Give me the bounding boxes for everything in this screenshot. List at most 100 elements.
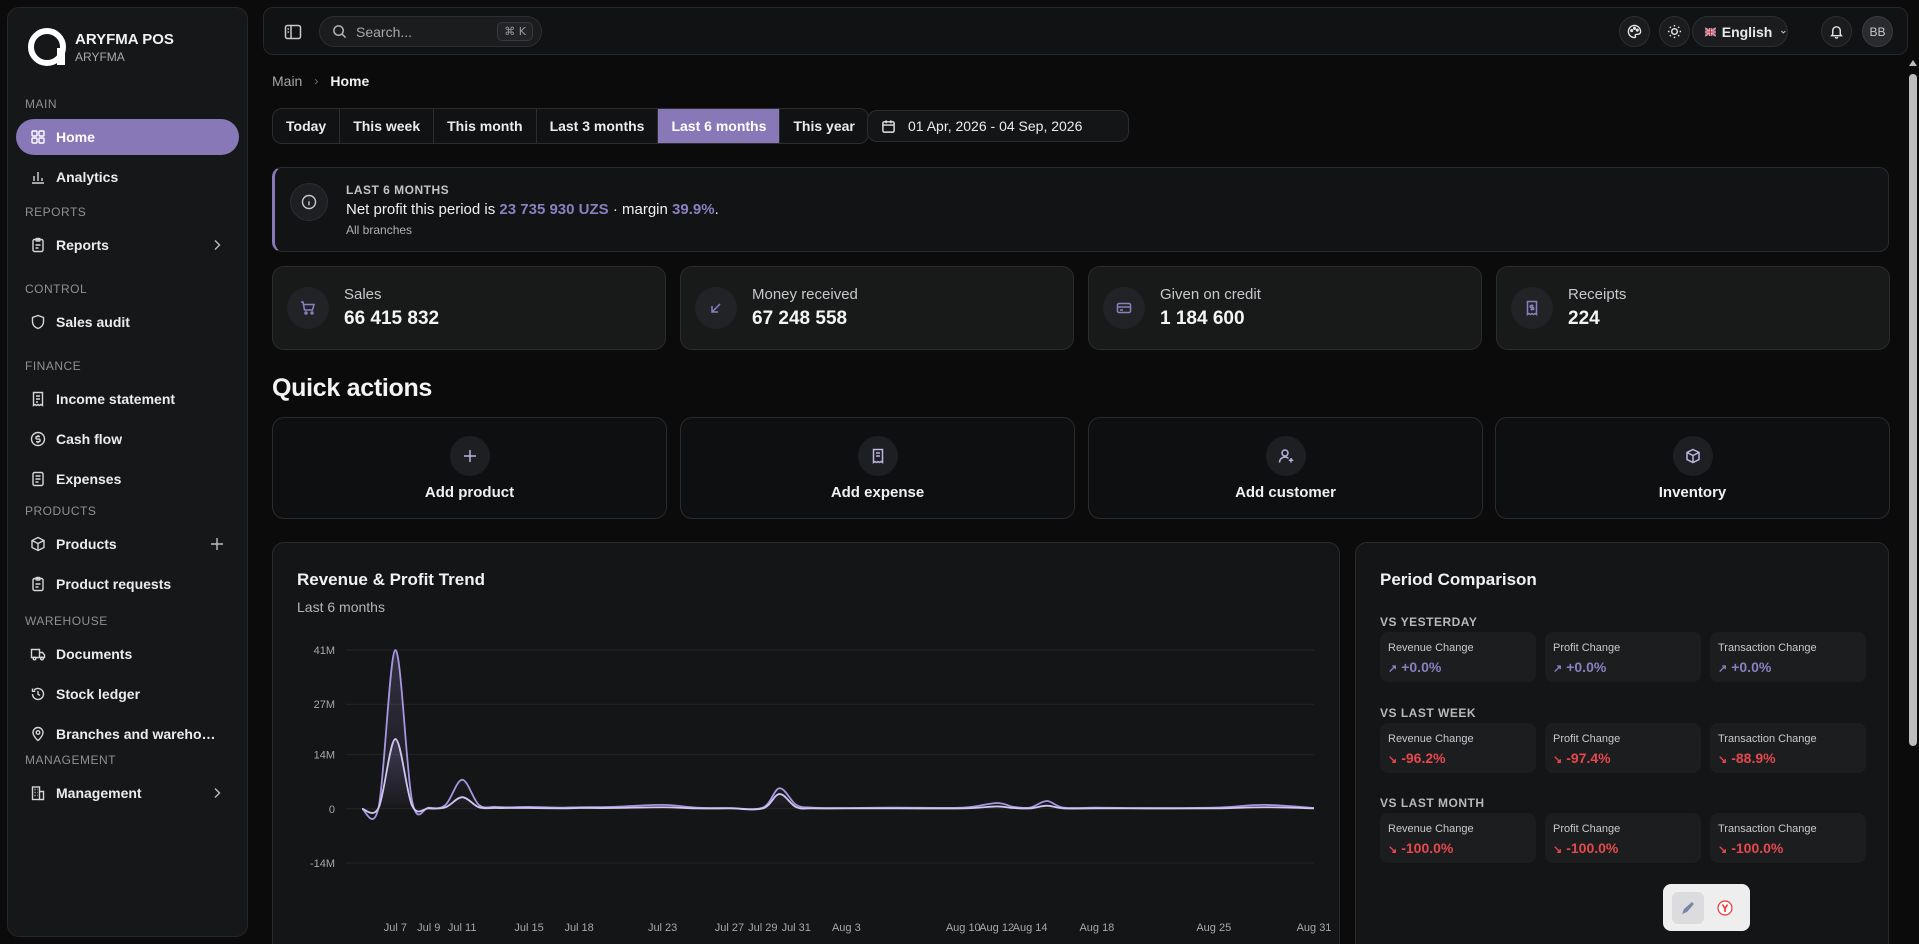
net-profit-banner: LAST 6 MONTHS Net profit this period is … xyxy=(272,167,1889,252)
comparison-cell: Profit Change ↗ +0.0% xyxy=(1545,632,1701,682)
language-selector[interactable]: English xyxy=(1692,16,1788,47)
comparison-metric-value: ↘ -100.0% xyxy=(1553,840,1618,856)
brand[interactable]: ARYFMA POS ARYFMA xyxy=(8,8,247,80)
comparison-metric-value: ↗ +0.0% xyxy=(1553,659,1606,675)
sidebar-item-products[interactable]: Products xyxy=(16,526,239,562)
theme-toggle-button[interactable] xyxy=(1659,16,1690,47)
breadcrumb-main[interactable]: Main xyxy=(272,73,303,89)
nav-section: PRODUCTS Products Product requests xyxy=(8,502,247,606)
page-scrollbar[interactable] xyxy=(1906,58,1919,944)
quick-action-label: Add expense xyxy=(830,484,925,501)
sidebar-item-label: Income statement xyxy=(56,391,176,407)
add-product-button[interactable]: Add product xyxy=(272,417,667,519)
pen-tool-button[interactable] xyxy=(1671,891,1704,924)
kpi-value: 67 248 558 xyxy=(752,308,848,329)
banner-suffix: . xyxy=(714,201,719,218)
series-line-0 xyxy=(361,649,1315,820)
x-tick-label: Jul 23 xyxy=(648,922,677,934)
period-tab-this-year[interactable]: This year xyxy=(793,118,855,134)
bar-chart-icon xyxy=(32,172,44,184)
kpi-card-receipts[interactable]: Receipts 224 xyxy=(1496,266,1890,350)
sidebar-item-product-requests[interactable]: Product requests xyxy=(16,566,239,602)
sidebar-item-reports[interactable]: Reports xyxy=(16,227,239,263)
date-range-picker[interactable]: 01 Apr, 2026 - 04 Sep, 2026 xyxy=(867,110,1129,142)
trend-down-icon: ↘ xyxy=(1553,844,1563,856)
sidebar-item-branches-and-warehou[interactable]: Branches and warehou... xyxy=(16,716,239,752)
sidebar-item-management[interactable]: Management xyxy=(16,775,239,811)
calendar-icon xyxy=(882,119,895,133)
cart-icon xyxy=(287,287,329,329)
palette-icon xyxy=(1627,24,1642,39)
comparison-metric-label: Transaction Change xyxy=(1718,733,1817,745)
quick-actions-title: Quick actions xyxy=(272,374,433,402)
language-label: English xyxy=(1721,23,1773,40)
sidebar-item-label: Reports xyxy=(56,237,109,253)
chevron-right-icon[interactable] xyxy=(209,785,225,801)
kpi-card-money-received[interactable]: Money received 67 248 558 xyxy=(680,266,1074,350)
banner-period: LAST 6 MONTHS xyxy=(346,183,450,197)
sidebar-item-income-statement[interactable]: Income statement xyxy=(16,381,239,417)
kpi-card-sales[interactable]: Sales 66 415 832 xyxy=(272,266,666,350)
period-tab-today[interactable]: Today xyxy=(273,109,341,143)
sun-icon xyxy=(1667,24,1682,39)
comparison-cell: Transaction Change ↘ -88.9% xyxy=(1710,723,1866,773)
comparison-value-text: +0.0% xyxy=(1731,659,1772,675)
arrow-down-left-icon xyxy=(695,287,737,329)
nav-section-label: CONTROL xyxy=(25,282,88,296)
y-tick-label: 0 xyxy=(329,804,335,816)
nav-section-label: PRODUCTS xyxy=(25,504,97,518)
banner-message: Net profit this period is 23 735 930 UZS… xyxy=(346,201,719,218)
kpi-value: 66 415 832 xyxy=(344,308,440,329)
box-icon xyxy=(1672,436,1713,476)
plus-icon[interactable] xyxy=(209,536,225,552)
scroll-up-arrow[interactable] xyxy=(1909,60,1917,66)
sidebar-item-expenses[interactable]: Expenses xyxy=(16,461,239,497)
user-plus-icon xyxy=(1265,436,1306,476)
sidebar-item-label: Analytics xyxy=(56,169,119,185)
comparison-metric-value: ↘ -97.4% xyxy=(1553,750,1611,766)
sidebar-item-cash-flow[interactable]: Cash flow xyxy=(16,421,239,457)
add-expense-button[interactable]: Add expense xyxy=(680,417,1075,519)
kpi-label: Money received xyxy=(752,286,858,303)
avatar[interactable]: BB xyxy=(1862,16,1893,47)
dollar-circle-icon xyxy=(30,431,46,447)
x-tick-label: Jul 31 xyxy=(782,922,811,934)
banner-margin-value: 39.9% xyxy=(672,201,715,218)
x-tick-label: Aug 31 xyxy=(1297,922,1332,934)
sidebar-toggle-icon[interactable] xyxy=(284,23,302,41)
kpi-value: 1 184 600 xyxy=(1160,308,1245,329)
add-customer-button[interactable]: Add customer xyxy=(1088,417,1483,519)
comparison-metric-value: ↘ -100.0% xyxy=(1388,840,1453,856)
notifications-button[interactable] xyxy=(1821,16,1852,47)
scroll-thumb[interactable] xyxy=(1909,74,1917,746)
theme-palette-button[interactable] xyxy=(1619,16,1650,47)
building-icon xyxy=(31,786,45,801)
x-tick-label: Aug 18 xyxy=(1079,922,1114,934)
credit-card-icon xyxy=(1103,287,1145,329)
period-tab-this-week[interactable]: This week xyxy=(340,109,435,143)
revenue-profit-chart[interactable]: 41M 27M 14M 0 -14M Jul 7 Jul 9 Jul 11 Jul 15 Jul … xyxy=(273,543,1340,944)
comparison-value-text: +0.0% xyxy=(1401,659,1442,675)
sidebar-item-label: Products xyxy=(56,536,117,552)
inventory-button[interactable]: Inventory xyxy=(1495,417,1890,519)
sidebar-item-home[interactable]: Home xyxy=(16,119,239,155)
comparison-cell: Transaction Change ↗ +0.0% xyxy=(1710,632,1866,682)
clipboard-icon xyxy=(32,237,44,253)
period-tab-last-6-months[interactable]: Last 6 months xyxy=(658,109,781,143)
sidebar-item-analytics[interactable]: Analytics xyxy=(16,159,239,195)
sidebar-item-label: Product requests xyxy=(56,576,172,592)
banner-mid: · margin xyxy=(608,201,673,218)
trend-up-icon: ↗ xyxy=(1718,663,1728,675)
browser-button[interactable] xyxy=(1709,892,1741,924)
chevron-right-icon[interactable] xyxy=(209,237,225,253)
sidebar-item-sales-audit[interactable]: Sales audit xyxy=(16,304,239,340)
search-input[interactable]: Search... ⌘ K xyxy=(319,16,542,47)
sidebar-item-stock-ledger[interactable]: Stock ledger xyxy=(16,676,239,712)
bell-icon xyxy=(1830,26,1843,39)
period-tab-this-month[interactable]: This month xyxy=(434,109,537,143)
period-tab-last-3-months[interactable]: Last 3 months xyxy=(537,109,659,143)
comparison-cell: Revenue Change ↘ -96.2% xyxy=(1380,723,1536,773)
sidebar-item-documents[interactable]: Documents xyxy=(16,636,239,672)
kpi-card-given-on-credit[interactable]: Given on credit 1 184 600 xyxy=(1088,266,1482,350)
sidebar-item-label: Cash flow xyxy=(56,431,123,447)
